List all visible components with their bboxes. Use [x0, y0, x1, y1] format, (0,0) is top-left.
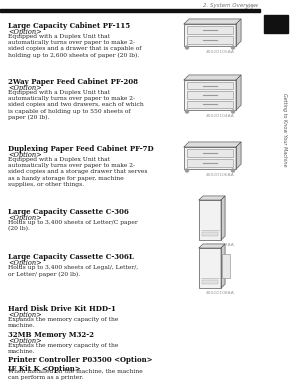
Circle shape — [232, 169, 235, 172]
Bar — [184, 147, 236, 169]
Text: 2-7: 2-7 — [245, 5, 255, 10]
Bar — [187, 149, 233, 157]
Text: When installed on the machine, the machine
can perform as a printer.: When installed on the machine, the machi… — [8, 368, 143, 379]
Bar — [199, 248, 221, 288]
Bar — [187, 36, 233, 44]
Text: 2Way Paper Feed Cabinet PF-208: 2Way Paper Feed Cabinet PF-208 — [8, 78, 138, 86]
Text: <Option>: <Option> — [8, 259, 42, 267]
Text: Equipped with a Duplex Unit that
automatically turns over paper to make 2-
sided: Equipped with a Duplex Unit that automat… — [8, 157, 148, 187]
Polygon shape — [184, 19, 241, 24]
Text: Large Capacity Cabinet PF-115: Large Capacity Cabinet PF-115 — [8, 22, 130, 30]
Polygon shape — [199, 196, 225, 200]
Text: 4002O106AA: 4002O106AA — [206, 173, 234, 177]
Polygon shape — [236, 142, 241, 169]
Text: Holds up to 3,400 sheets of Letter/C paper
(20 lb).: Holds up to 3,400 sheets of Letter/C pap… — [8, 220, 138, 231]
Polygon shape — [199, 244, 225, 248]
Text: Large Capacity Cassette C-306: Large Capacity Cassette C-306 — [8, 208, 129, 216]
Bar — [202, 280, 218, 284]
Text: <Option>: <Option> — [8, 84, 42, 92]
Text: <Option>: <Option> — [8, 337, 42, 345]
Text: 4002O104AA: 4002O104AA — [206, 114, 234, 118]
Polygon shape — [184, 75, 241, 80]
Bar — [199, 200, 221, 240]
Text: <Option>: <Option> — [8, 214, 42, 222]
Bar — [187, 82, 233, 89]
Text: <Option>: <Option> — [8, 28, 42, 36]
Polygon shape — [236, 19, 241, 46]
Text: Holds up to 3,400 sheets of Legal/, Letter/,
or Letter/ paper (20 lb).: Holds up to 3,400 sheets of Legal/, Lett… — [8, 265, 138, 277]
Circle shape — [185, 169, 188, 172]
Text: Hard Disk Drive Kit HDD-1: Hard Disk Drive Kit HDD-1 — [8, 305, 116, 313]
Circle shape — [232, 110, 235, 113]
Bar — [222, 254, 230, 278]
Text: 2. System Overview: 2. System Overview — [203, 3, 258, 9]
Bar — [187, 159, 233, 167]
Circle shape — [232, 46, 235, 49]
Bar — [264, 15, 288, 33]
Text: Expands the memory capacity of the
machine.: Expands the memory capacity of the machi… — [8, 343, 118, 354]
Text: 4002O107AA: 4002O107AA — [206, 243, 234, 247]
Polygon shape — [221, 244, 225, 288]
Text: <Option>: <Option> — [8, 311, 42, 319]
Bar — [184, 80, 236, 110]
Text: Equipped with a Duplex Unit that
automatically turns over paper to make 2-
sided: Equipped with a Duplex Unit that automat… — [8, 34, 142, 58]
Bar — [0, 9, 260, 12]
Polygon shape — [221, 196, 225, 240]
Bar — [187, 100, 233, 108]
Text: Printer Controller P03500 <Option>
IF Kit K <Option>: Printer Controller P03500 <Option> IF Ki… — [8, 356, 152, 373]
Polygon shape — [184, 142, 241, 147]
Text: Chapter 2: Chapter 2 — [261, 21, 291, 26]
Text: 4002O105AA: 4002O105AA — [206, 50, 234, 54]
Text: Equipped with a Duplex Unit that
automatically turns over paper to make 2-
sided: Equipped with a Duplex Unit that automat… — [8, 90, 144, 120]
Bar — [184, 24, 236, 46]
Text: Getting to Know Your Machine: Getting to Know Your Machine — [281, 93, 286, 167]
Bar — [202, 232, 218, 236]
Text: 32MB Memory M32-2: 32MB Memory M32-2 — [8, 331, 94, 339]
Text: 4002O108AA: 4002O108AA — [206, 291, 234, 295]
Bar — [187, 26, 233, 34]
Polygon shape — [236, 75, 241, 110]
Text: Expands the memory capacity of the
machine.: Expands the memory capacity of the machi… — [8, 317, 118, 328]
Text: <Option>: <Option> — [8, 151, 42, 159]
Text: Duplexing Paper Feed Cabinet PF-7D: Duplexing Paper Feed Cabinet PF-7D — [8, 145, 154, 153]
Circle shape — [185, 46, 188, 49]
Text: Large Capacity Cassette C-306L: Large Capacity Cassette C-306L — [8, 253, 134, 261]
Bar — [187, 91, 233, 99]
Circle shape — [185, 110, 188, 113]
